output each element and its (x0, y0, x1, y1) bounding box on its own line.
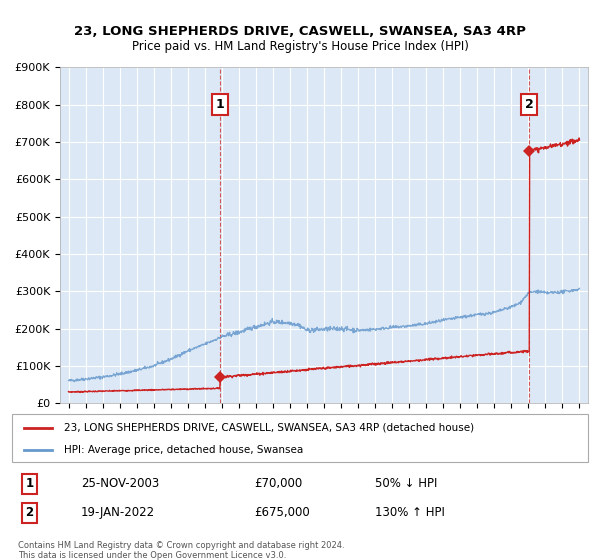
Text: Contains HM Land Registry data © Crown copyright and database right 2024.
This d: Contains HM Land Registry data © Crown c… (18, 540, 344, 560)
Text: 2: 2 (525, 98, 533, 111)
Text: £675,000: £675,000 (254, 506, 310, 520)
Text: 23, LONG SHEPHERDS DRIVE, CASWELL, SWANSEA, SA3 4RP (detached house): 23, LONG SHEPHERDS DRIVE, CASWELL, SWANS… (64, 423, 474, 433)
Text: £70,000: £70,000 (254, 477, 302, 490)
Text: Price paid vs. HM Land Registry's House Price Index (HPI): Price paid vs. HM Land Registry's House … (131, 40, 469, 53)
FancyBboxPatch shape (12, 414, 588, 462)
Text: 130% ↑ HPI: 130% ↑ HPI (375, 506, 445, 520)
Text: HPI: Average price, detached house, Swansea: HPI: Average price, detached house, Swan… (64, 445, 303, 455)
Text: 50% ↓ HPI: 50% ↓ HPI (375, 477, 437, 490)
Text: 25-NOV-2003: 25-NOV-2003 (81, 477, 160, 490)
Text: 19-JAN-2022: 19-JAN-2022 (81, 506, 155, 520)
Text: 1: 1 (25, 477, 34, 490)
Text: 23, LONG SHEPHERDS DRIVE, CASWELL, SWANSEA, SA3 4RP: 23, LONG SHEPHERDS DRIVE, CASWELL, SWANS… (74, 25, 526, 38)
Text: 1: 1 (216, 98, 224, 111)
Text: 2: 2 (25, 506, 34, 520)
